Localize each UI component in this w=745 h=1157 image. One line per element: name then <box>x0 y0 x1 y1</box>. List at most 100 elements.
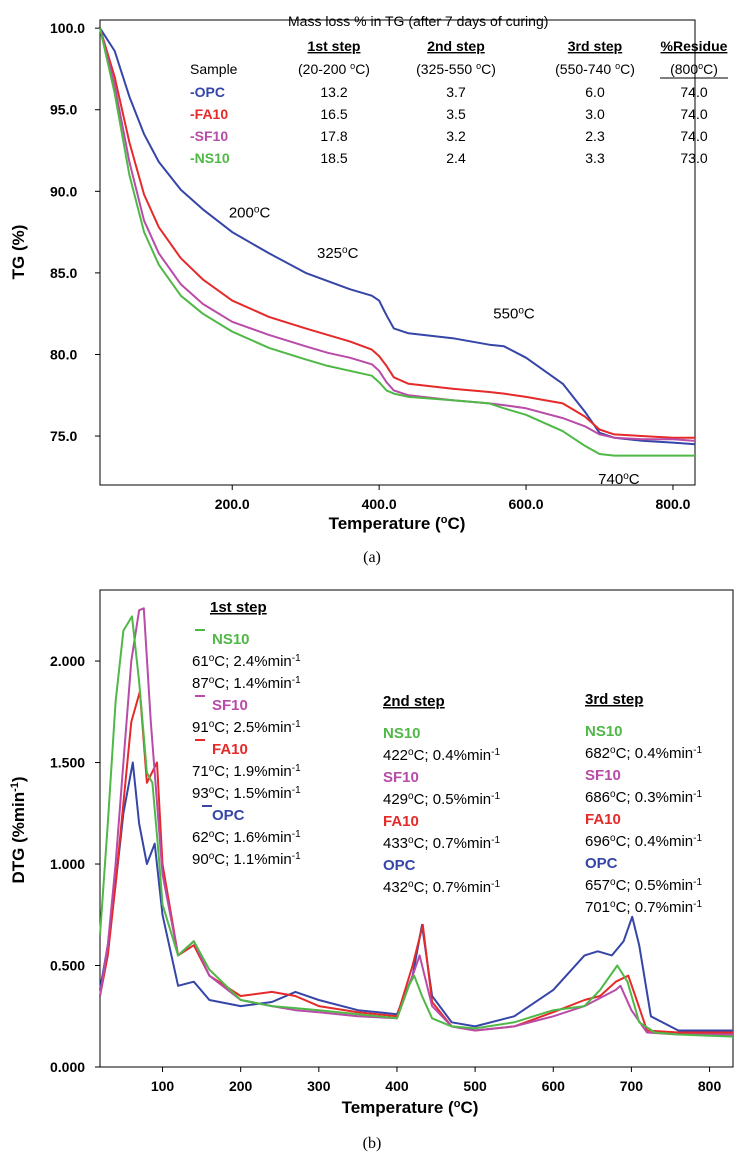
y-tick-label: 0.500 <box>50 958 85 974</box>
table-row-sample: -SF10 <box>190 128 228 144</box>
step-heading: 3rd step <box>585 691 643 708</box>
peak-value: 61oC; 2.4%min-1 <box>192 653 301 671</box>
table-cell: 13.2 <box>320 84 347 100</box>
y-tick-label: 1.500 <box>50 755 85 771</box>
table-cell: 3.3 <box>585 150 605 166</box>
table-cell: 18.5 <box>320 150 347 166</box>
dtg-x-axis-title: Temperature (oC) <box>342 1098 479 1117</box>
tg-chart: 75.0 80.0 85.0 90.0 95.0 100.0 200.0 400.0 600.… <box>9 13 728 566</box>
table-subheader-1: (20-200 oC) <box>298 61 370 77</box>
table-row-sample: -OPC <box>190 84 225 100</box>
x-tick-label: 600.0 <box>509 496 544 512</box>
step-sample-label: NS10 <box>383 725 421 742</box>
peak-value: 696oC; 0.4%min-1 <box>585 833 702 851</box>
peak-value: 422oC; 0.4%min-1 <box>383 747 500 765</box>
peak-value: 686oC; 0.3%min-1 <box>585 789 702 807</box>
dtg-y-axis: 0.000 0.500 1.000 1.500 2.000 <box>50 653 100 1075</box>
step-sample-label: OPC <box>383 857 416 874</box>
step-sample-label: FA10 <box>383 813 419 830</box>
table-cell: 73.0 <box>680 150 707 166</box>
tg-series <box>99 27 696 457</box>
table-row-sample: -FA10 <box>190 106 228 122</box>
peak-value: 433oC; 0.7%min-1 <box>383 835 500 853</box>
tg-x-axis: 200.0 400.0 600.0 800.0 <box>215 485 691 512</box>
peak-value: 62oC; 1.6%min-1 <box>192 829 301 847</box>
y-tick-label: 75.0 <box>50 428 77 444</box>
step-sample-label: OPC <box>212 807 245 824</box>
table-cell: 74.0 <box>680 84 707 100</box>
x-tick-label: 500 <box>463 1078 487 1094</box>
dtg-peak-annotations: 1st step NS10 61oC; 2.4%min-1 87oC; 1.4%min… <box>192 599 702 916</box>
table-cell: 2.3 <box>585 128 605 144</box>
table-subheader-4: (800oC) <box>670 61 718 77</box>
y-tick-label: 100.0 <box>50 20 85 36</box>
peak-value: 432oC; 0.7%min-1 <box>383 879 500 897</box>
table-cell: 3.0 <box>585 106 605 122</box>
table-subheader-2: (325-550 oC) <box>416 61 496 77</box>
y-tick-label: 80.0 <box>50 346 77 362</box>
table-cell: 6.0 <box>585 84 605 100</box>
table-header-3: 3rd step <box>568 38 622 54</box>
y-tick-label: 1.000 <box>50 856 85 872</box>
step-sample-label: FA10 <box>212 741 248 758</box>
x-tick-label: 300 <box>307 1078 331 1094</box>
tg-plot-frame <box>99 19 696 486</box>
table-cell: 3.2 <box>446 128 466 144</box>
table-cell: 17.8 <box>320 128 347 144</box>
peak-value: 682oC; 0.4%min-1 <box>585 745 702 763</box>
x-tick-label: 800 <box>698 1078 722 1094</box>
series-line-fa10 <box>99 27 695 439</box>
peak-value: 87oC; 1.4%min-1 <box>192 675 301 693</box>
x-tick-label: 400 <box>385 1078 409 1094</box>
step-sample-label: OPC <box>585 855 618 872</box>
temperature-marker-label: 740oC <box>598 470 640 488</box>
step-heading: 1st step <box>210 599 267 616</box>
step-heading: 2nd step <box>383 693 445 710</box>
series-line-opc <box>99 761 733 1032</box>
panel-label-b: (b) <box>363 1135 382 1152</box>
table-header-4: %Residue <box>661 38 728 54</box>
peak-value: 429oC; 0.5%min-1 <box>383 791 500 809</box>
dtg-chart: 0.000 0.500 1.000 1.500 2.000 100 200 300 400 50… <box>9 589 734 1152</box>
y-tick-label: 85.0 <box>50 265 77 281</box>
x-tick-label: 600 <box>542 1078 566 1094</box>
table-cell: 3.7 <box>446 84 466 100</box>
table-row-sample: -NS10 <box>190 150 230 166</box>
x-tick-label: 100 <box>151 1078 175 1094</box>
dtg-x-axis: 100 200 300 400 500 600 700 800 <box>151 1067 722 1094</box>
tg-annotations: 200oC 325oC 550oC 740oC <box>229 204 640 488</box>
series-line-sf10 <box>99 27 696 442</box>
x-tick-label: 200 <box>229 1078 253 1094</box>
x-tick-label: 400.0 <box>362 496 397 512</box>
peak-value: 657oC; 0.5%min-1 <box>585 877 702 895</box>
x-tick-label: 700 <box>620 1078 644 1094</box>
table-rows: -OPC 13.2 3.7 6.0 74.0 -FA10 16.5 3.5 3.0 74.0 -SF… <box>190 84 708 166</box>
series-line-sf10 <box>99 607 733 1036</box>
step-sample-label: NS10 <box>585 723 623 740</box>
dtg-series <box>99 607 734 1038</box>
table-header-2: 2nd step <box>427 38 485 54</box>
table-subheader-3: (550-740 oC) <box>555 61 635 77</box>
table-cell: 74.0 <box>680 106 707 122</box>
y-tick-label: 2.000 <box>50 653 85 669</box>
peak-value: 93oC; 1.5%min-1 <box>192 785 301 803</box>
step-sample-label: FA10 <box>585 811 621 828</box>
y-tick-label: 95.0 <box>50 102 77 118</box>
table-header-1: 1st step <box>308 38 361 54</box>
table-cell: 74.0 <box>680 128 707 144</box>
dtg-plot-frame <box>99 589 734 1068</box>
x-tick-label: 800.0 <box>655 496 690 512</box>
table-subheader-sample: Sample <box>190 61 238 77</box>
table-cell: 2.4 <box>446 150 466 166</box>
peak-value: 90oC; 1.1%min-1 <box>192 851 301 869</box>
step-sample-label: SF10 <box>212 697 248 714</box>
table-cell: 16.5 <box>320 106 347 122</box>
series-line-ns10 <box>99 615 734 1038</box>
temperature-marker-label: 325oC <box>317 245 359 263</box>
temperature-marker-label: 550oC <box>493 305 535 323</box>
mass-loss-table: Mass loss % in TG (after 7 days of curin… <box>190 13 728 166</box>
tg-y-axis-title: TG (%) <box>9 225 28 280</box>
table-title: Mass loss % in TG (after 7 days of curin… <box>288 13 548 29</box>
tg-x-axis-title: Temperature (oC) <box>329 514 466 533</box>
